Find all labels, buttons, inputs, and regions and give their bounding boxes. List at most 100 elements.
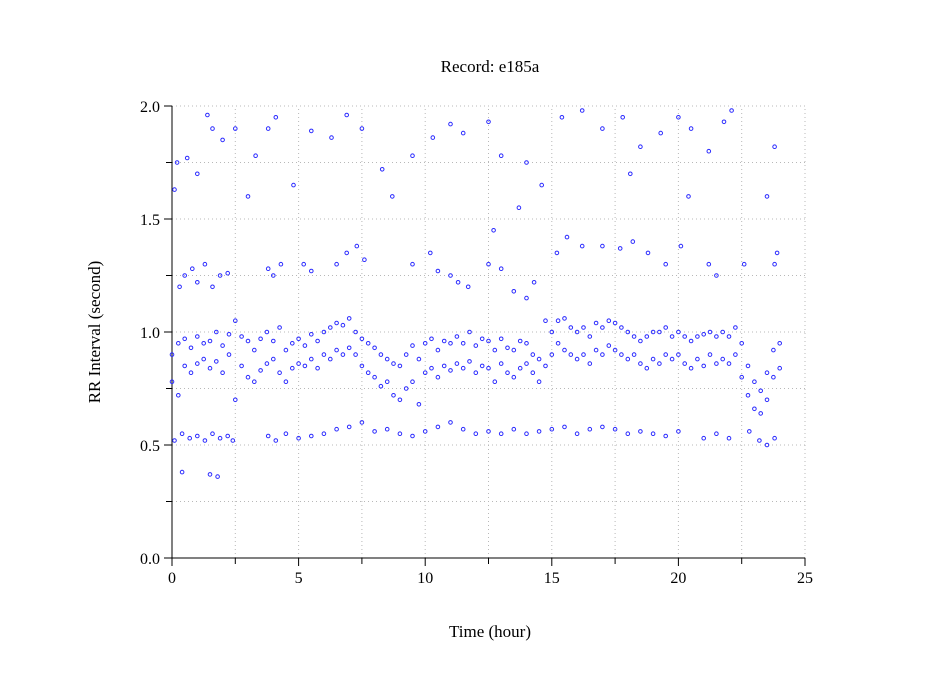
data-point [657, 361, 662, 366]
data-point [214, 329, 219, 335]
data-point [362, 257, 367, 263]
y-axis-label: RR Interval (second) [85, 261, 104, 404]
data-point [441, 363, 447, 369]
data-point [745, 393, 751, 398]
data-point [539, 182, 545, 188]
data-point [771, 347, 776, 353]
data-point [220, 137, 225, 143]
data-point [645, 250, 651, 256]
data-point [205, 112, 210, 118]
data-point [422, 341, 428, 346]
data-point [283, 347, 289, 353]
data-point [467, 359, 472, 364]
data-point [631, 352, 637, 357]
chart-title: Record: e185a [441, 57, 540, 76]
data-point [663, 352, 669, 357]
data-point [682, 334, 688, 339]
data-point [524, 295, 529, 301]
data-point [644, 334, 650, 339]
x-tick-label: 15 [544, 570, 560, 587]
data-point [650, 356, 656, 362]
data-point [714, 273, 719, 278]
data-point [245, 194, 251, 199]
data-point [600, 126, 605, 131]
data-point [650, 329, 656, 335]
data-point [296, 336, 301, 342]
data-point [473, 431, 479, 437]
data-point [190, 266, 195, 272]
data-point [695, 356, 700, 362]
data-point [600, 243, 605, 249]
data-point [448, 273, 453, 278]
data-point [620, 115, 626, 120]
data-point [346, 345, 352, 351]
data-point [188, 345, 194, 351]
data-point [346, 316, 352, 321]
data-point [706, 261, 712, 267]
data-point [612, 320, 618, 326]
data-point [600, 424, 605, 430]
data-point [416, 402, 422, 407]
data-point [686, 194, 691, 199]
data-point [448, 368, 453, 373]
data-point [726, 334, 732, 339]
data-point [625, 329, 631, 335]
data-point [559, 115, 565, 120]
data-point [612, 347, 618, 353]
data-point [517, 365, 523, 371]
data-point [516, 205, 522, 210]
data-point [465, 284, 471, 290]
data-point [182, 363, 187, 369]
data-point [215, 474, 220, 479]
data-point [530, 370, 536, 376]
data-point [549, 329, 555, 335]
data-point [733, 352, 738, 357]
data-point [220, 370, 225, 376]
data-point [220, 343, 225, 348]
data-point [676, 329, 681, 335]
data-point [328, 356, 333, 362]
data-point [346, 424, 352, 430]
data-point [511, 347, 517, 353]
data-point [549, 426, 555, 432]
x-axis-label: Time (hour) [449, 622, 531, 641]
data-point [277, 325, 282, 330]
data-point [253, 153, 258, 158]
data-point [460, 426, 466, 432]
data-point [195, 280, 200, 285]
data-point [612, 426, 618, 432]
data-point [315, 365, 320, 371]
data-point [574, 431, 580, 437]
data-point [430, 135, 436, 140]
y-tick-label: 1.5 [140, 212, 160, 229]
data-point [707, 352, 713, 357]
data-point [384, 356, 390, 362]
data-point [397, 431, 403, 437]
data-point [441, 338, 447, 344]
data-point [772, 144, 777, 149]
y-tick-label: 0.5 [140, 438, 160, 455]
data-point [252, 379, 257, 385]
data-point [669, 334, 675, 339]
data-point [772, 435, 777, 441]
data-point [511, 374, 517, 380]
data-point [177, 284, 182, 290]
data-point [733, 325, 738, 330]
data-point [202, 438, 208, 443]
data-point [676, 352, 681, 357]
data-point [202, 261, 208, 267]
data-point [593, 347, 599, 353]
data-point [600, 325, 605, 330]
data-point [309, 268, 314, 274]
data-point [271, 273, 276, 278]
data-point [182, 273, 187, 278]
data-point [277, 370, 282, 376]
data-point [359, 363, 365, 369]
data-point [524, 361, 529, 366]
data-point [486, 429, 491, 434]
data-point [410, 343, 415, 348]
data-point [217, 435, 223, 441]
data-point [174, 160, 180, 165]
data-point [265, 126, 271, 131]
data-point [378, 383, 384, 389]
